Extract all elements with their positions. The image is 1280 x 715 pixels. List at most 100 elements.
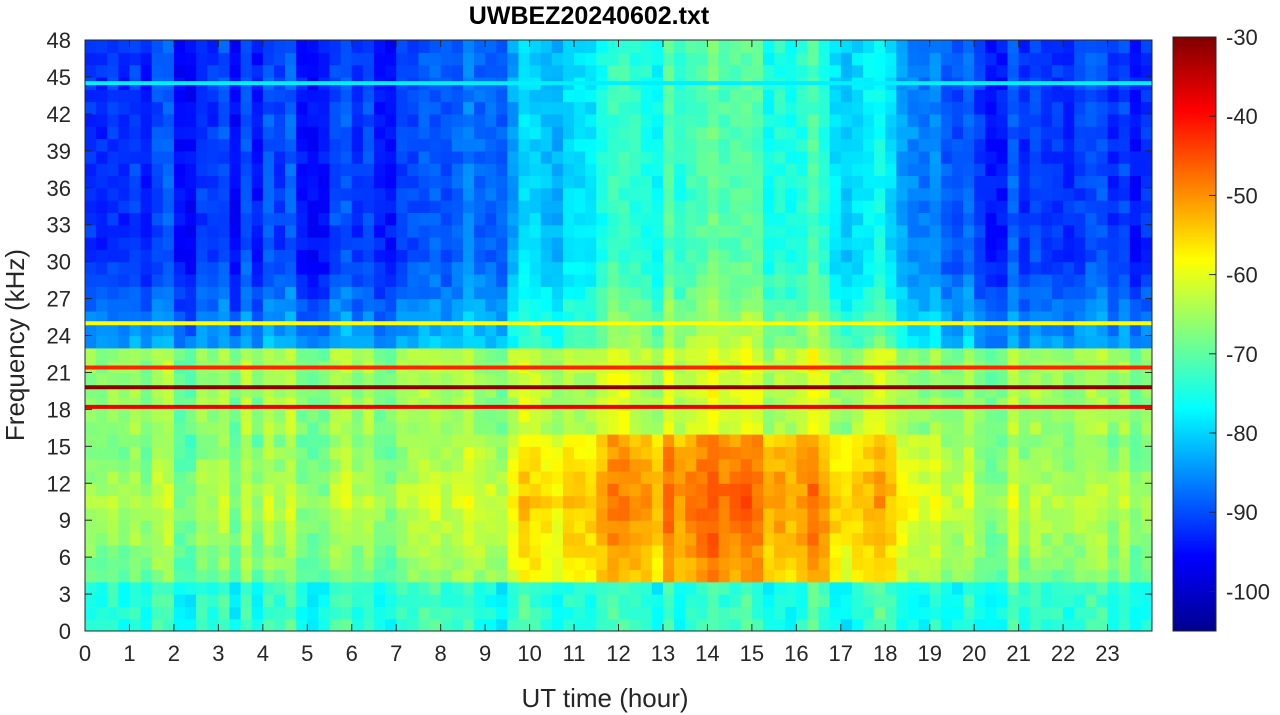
heatmap-cell — [807, 101, 820, 115]
heatmap-cell — [396, 52, 408, 66]
heatmap-cell — [574, 163, 586, 177]
heatmap-cell — [774, 483, 786, 497]
heatmap-cell — [107, 163, 119, 177]
heatmap-cell — [1007, 495, 1020, 509]
heatmap-cell — [162, 163, 175, 177]
heatmap-cell — [1085, 212, 1098, 226]
heatmap-cell — [585, 458, 597, 472]
heatmap-cell — [407, 470, 420, 484]
heatmap-cell — [929, 446, 942, 460]
heatmap-cell — [829, 126, 842, 140]
heatmap-cell — [829, 138, 842, 152]
heatmap-cell — [418, 557, 431, 571]
heatmap-cell — [762, 397, 775, 410]
heatmap-cell — [485, 606, 497, 620]
heatmap-cell — [829, 212, 842, 226]
heatmap-cell — [974, 89, 986, 103]
heatmap-cell — [185, 594, 197, 607]
heatmap-cell — [407, 163, 420, 177]
heatmap-cell — [662, 101, 675, 115]
heatmap-cell — [351, 507, 364, 521]
heatmap-cell — [740, 286, 753, 300]
heatmap-cell — [818, 495, 831, 509]
heatmap-cell — [874, 446, 886, 460]
heatmap-cell — [585, 532, 597, 546]
heatmap-cell — [762, 224, 775, 238]
heatmap-cell — [162, 335, 175, 349]
heatmap-cell — [596, 507, 608, 521]
heatmap-cell — [129, 101, 142, 115]
heatmap-cell — [429, 323, 442, 337]
heatmap-cell — [551, 495, 564, 509]
heatmap-cell — [529, 126, 542, 140]
heatmap-cell — [929, 618, 942, 631]
heatmap-cell — [540, 532, 553, 546]
heatmap-cell — [1140, 310, 1152, 324]
heatmap-cell — [151, 298, 164, 312]
heatmap-cell — [185, 323, 197, 337]
heatmap-cell — [1129, 273, 1142, 287]
heatmap-cell — [429, 569, 442, 583]
heatmap-cell — [985, 101, 997, 115]
heatmap-cell — [474, 89, 486, 103]
heatmap-cell — [996, 372, 1009, 386]
heatmap-cell — [1129, 40, 1142, 53]
heatmap-cell — [107, 421, 119, 435]
heatmap-cell — [485, 52, 497, 66]
heatmap-cell — [1140, 434, 1152, 447]
heatmap-cell — [863, 163, 875, 177]
heatmap-cell — [829, 323, 842, 337]
heatmap-cell — [1140, 507, 1152, 521]
heatmap-cell — [496, 581, 508, 595]
heatmap-cell — [1051, 187, 1064, 201]
heatmap-cell — [107, 286, 119, 300]
heatmap-cell — [273, 372, 286, 386]
heatmap-cell — [662, 323, 675, 337]
heatmap-cell — [462, 310, 475, 324]
heatmap-cell — [707, 89, 720, 103]
heatmap-cell — [173, 544, 186, 558]
heatmap-cell — [85, 187, 97, 201]
heatmap-cell — [1129, 434, 1142, 447]
heatmap-cell — [1085, 507, 1098, 521]
heatmap-cell — [551, 273, 564, 287]
heatmap-cell — [907, 520, 920, 534]
heatmap-cell — [662, 532, 675, 546]
heatmap-cell — [429, 310, 442, 324]
heatmap-cell — [318, 470, 331, 484]
heatmap-cell — [674, 397, 686, 410]
heatmap-cell — [874, 138, 886, 152]
heatmap-cell — [318, 310, 331, 324]
heatmap-cell — [562, 89, 575, 103]
heatmap-cell — [740, 261, 753, 275]
heatmap-cell — [440, 163, 453, 177]
heatmap-cell — [963, 347, 975, 361]
heatmap-cell — [196, 470, 208, 484]
heatmap-cell — [96, 434, 108, 447]
heatmap-cell — [85, 434, 97, 447]
heatmap-cell — [529, 212, 542, 226]
heatmap-cell — [296, 175, 308, 189]
heatmap-cell — [740, 126, 753, 140]
heatmap-cell — [551, 310, 564, 324]
heatmap-cell — [485, 335, 497, 349]
heatmap-cell — [107, 249, 119, 263]
heatmap-cell — [329, 458, 342, 472]
heatmap-cell — [662, 163, 675, 177]
heatmap-cell — [85, 347, 97, 361]
heatmap-cell — [985, 397, 997, 410]
heatmap-cell — [196, 594, 208, 607]
heatmap-cell — [1029, 421, 1042, 435]
heatmap-cell — [373, 557, 386, 571]
heatmap-cell — [863, 273, 875, 287]
heatmap-cell — [107, 397, 119, 410]
heatmap-cell — [751, 52, 764, 66]
heatmap-cell — [173, 138, 186, 152]
heatmap-cell — [429, 237, 442, 250]
heatmap-cell — [929, 434, 942, 447]
heatmap-cell — [1096, 224, 1109, 238]
heatmap-cell — [1051, 175, 1064, 189]
heatmap-cell — [162, 397, 175, 410]
heatmap-cell — [585, 470, 597, 484]
